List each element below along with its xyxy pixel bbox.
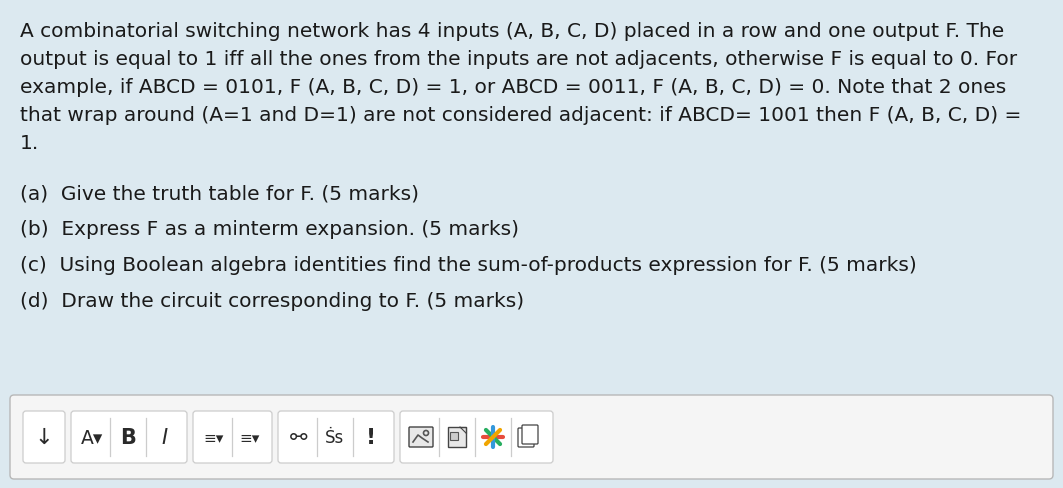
Text: (c)  Using Boolean algebra identities find the sum-of-products expression for F.: (c) Using Boolean algebra identities fin… bbox=[20, 256, 916, 274]
Text: 1.: 1. bbox=[20, 134, 39, 153]
Text: !: ! bbox=[366, 427, 376, 447]
FancyBboxPatch shape bbox=[279, 411, 394, 463]
Text: output is equal to 1 iff all the ones from the inputs are not adjacents, otherwi: output is equal to 1 iff all the ones fr… bbox=[20, 50, 1017, 69]
FancyBboxPatch shape bbox=[522, 425, 538, 444]
FancyBboxPatch shape bbox=[71, 411, 187, 463]
Text: B: B bbox=[120, 427, 136, 447]
Text: (a)  Give the truth table for F. (5 marks): (a) Give the truth table for F. (5 marks… bbox=[20, 183, 419, 203]
Text: ≡▾: ≡▾ bbox=[240, 429, 260, 445]
Text: that wrap around (A=1 and D=1) are not considered adjacent: if ABCD= 1001 then F: that wrap around (A=1 and D=1) are not c… bbox=[20, 106, 1022, 125]
Text: example, if ABCD = 0101, F (A, B, C, D) = 1, or ABCD = 0011, F (A, B, C, D) = 0.: example, if ABCD = 0101, F (A, B, C, D) … bbox=[20, 78, 1007, 97]
FancyBboxPatch shape bbox=[10, 395, 1053, 479]
Text: ↓: ↓ bbox=[35, 427, 53, 447]
FancyBboxPatch shape bbox=[400, 411, 553, 463]
Text: (b)  Express F as a minterm expansion. (5 marks): (b) Express F as a minterm expansion. (5… bbox=[20, 220, 519, 239]
FancyBboxPatch shape bbox=[518, 428, 534, 447]
Text: ≡▾: ≡▾ bbox=[204, 429, 224, 445]
FancyBboxPatch shape bbox=[409, 427, 433, 447]
Text: Ṡs: Ṡs bbox=[325, 428, 344, 446]
FancyBboxPatch shape bbox=[450, 432, 458, 440]
Text: A combinatorial switching network has 4 inputs (A, B, C, D) placed in a row and : A combinatorial switching network has 4 … bbox=[20, 22, 1005, 41]
FancyBboxPatch shape bbox=[193, 411, 272, 463]
FancyBboxPatch shape bbox=[448, 427, 466, 447]
Text: (d)  Draw the circuit corresponding to F. (5 marks): (d) Draw the circuit corresponding to F.… bbox=[20, 291, 524, 310]
Text: A▾: A▾ bbox=[81, 427, 103, 447]
FancyBboxPatch shape bbox=[23, 411, 65, 463]
Text: ⚯: ⚯ bbox=[290, 427, 308, 447]
Text: I: I bbox=[161, 427, 167, 447]
